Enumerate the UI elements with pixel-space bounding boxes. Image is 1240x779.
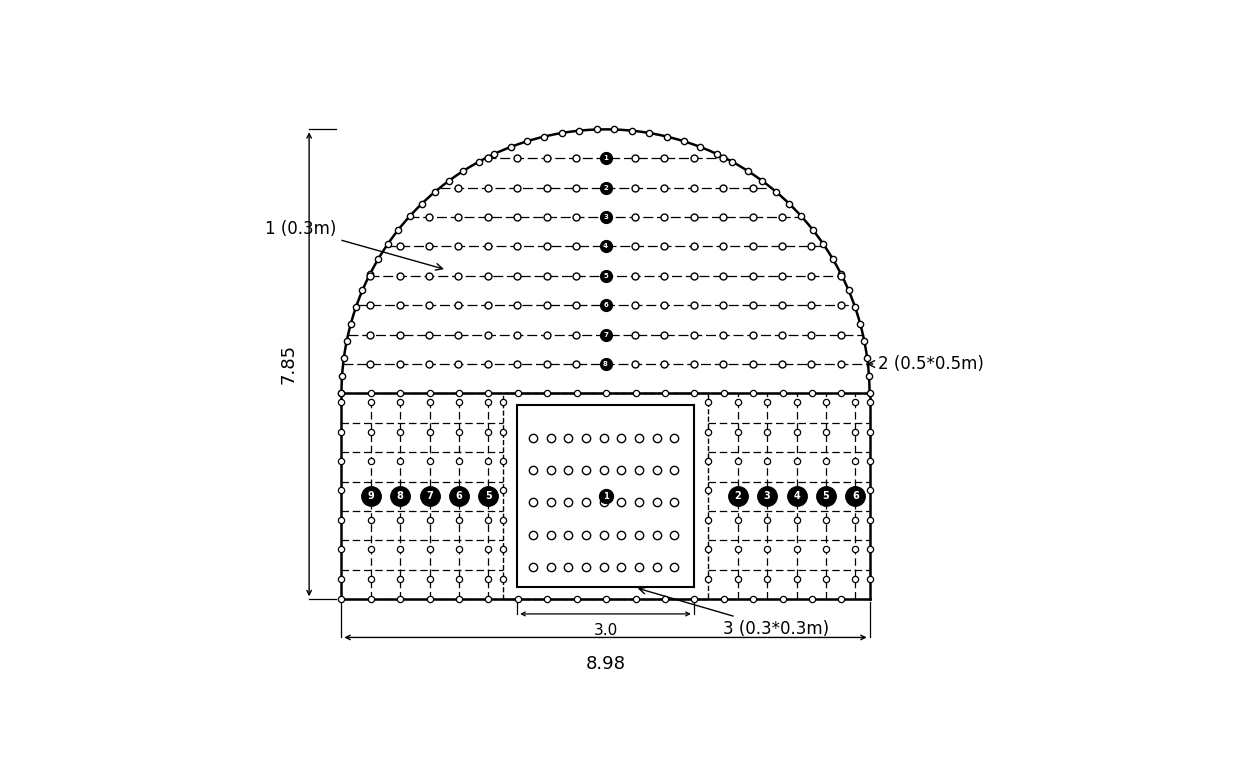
- Text: 2: 2: [603, 185, 608, 191]
- Bar: [502, 393, 708, 599]
- Text: 7: 7: [427, 492, 433, 502]
- Text: 6: 6: [603, 302, 608, 308]
- Text: 6: 6: [456, 492, 463, 502]
- Text: 3: 3: [764, 492, 770, 502]
- Text: 3 (0.3*0.3m): 3 (0.3*0.3m): [639, 587, 830, 638]
- Text: 5: 5: [603, 273, 608, 279]
- Text: 3: 3: [603, 214, 608, 220]
- Text: 1: 1: [603, 492, 609, 501]
- Text: 2: 2: [734, 492, 742, 502]
- Text: 5: 5: [485, 492, 492, 502]
- Text: 3.0: 3.0: [594, 622, 618, 638]
- Text: 4: 4: [794, 492, 800, 502]
- Text: 7.85: 7.85: [279, 344, 298, 384]
- Text: 2 (0.5*0.5m): 2 (0.5*0.5m): [868, 355, 985, 373]
- Text: 7: 7: [603, 332, 608, 337]
- Text: 8: 8: [397, 492, 404, 502]
- Text: 8.98: 8.98: [585, 655, 625, 673]
- Text: 1: 1: [603, 155, 608, 161]
- Text: 5: 5: [822, 492, 830, 502]
- Text: 8: 8: [603, 361, 608, 367]
- Bar: [517, 405, 693, 587]
- Text: 1 (0.3m): 1 (0.3m): [265, 220, 443, 270]
- Text: 4: 4: [603, 243, 608, 249]
- Text: 6: 6: [852, 492, 859, 502]
- Text: 9: 9: [367, 492, 374, 502]
